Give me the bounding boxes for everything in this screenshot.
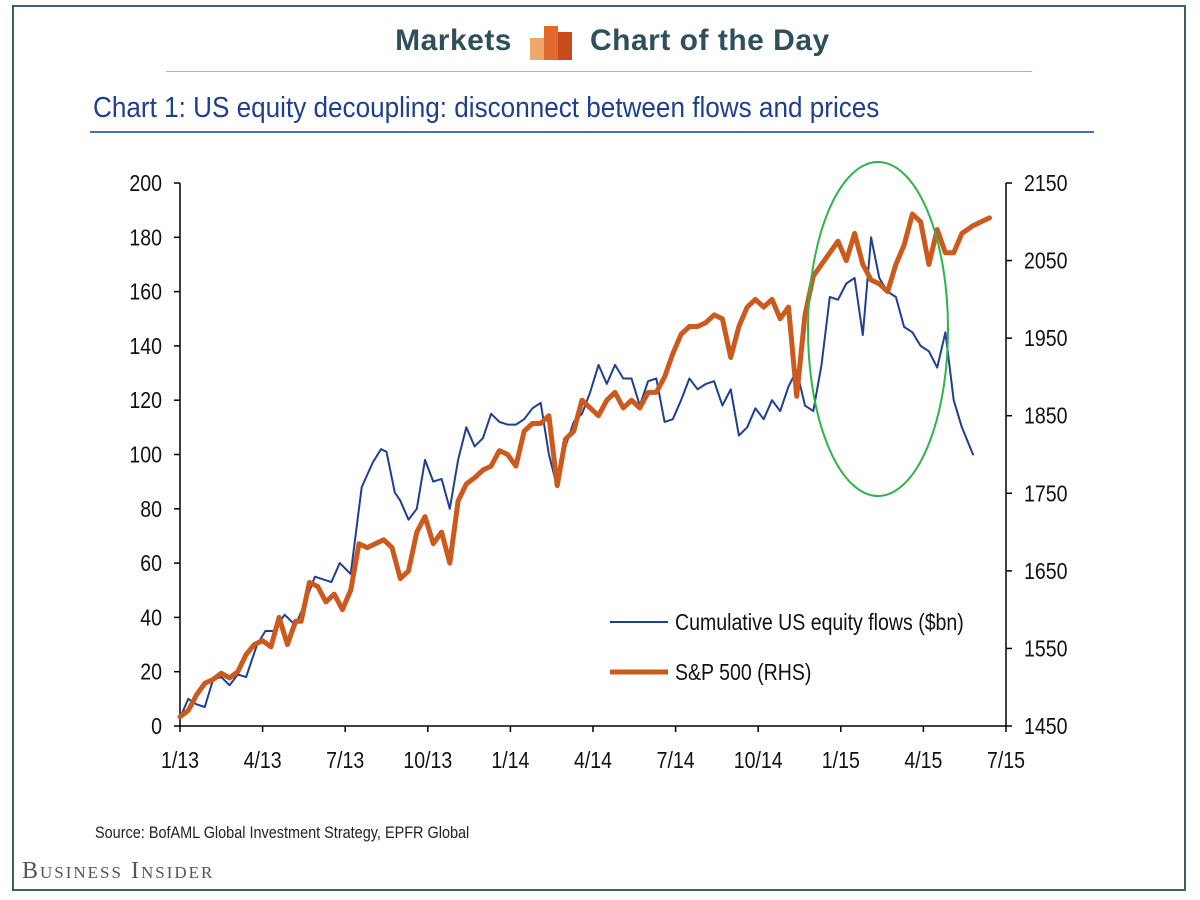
y-left-tick-label: 140 [129,333,162,359]
header-bar: Markets Chart of the Day [0,20,1200,70]
y-left-tick-label: 20 [140,659,162,685]
chart-frame [12,5,1186,891]
legend-label-sp500: S&P 500 (RHS) [675,660,811,686]
x-tick-label: 4/14 [574,748,612,774]
x-tick-label: 4/15 [904,748,942,774]
brand-logo: Business Insider [22,858,215,884]
y-right-tick-label: 1550 [1024,636,1068,662]
y-right-tick-label: 1850 [1024,403,1068,429]
y-left-tick-label: 200 [129,171,162,197]
x-tick-label: 10/13 [403,748,452,774]
source-note: Source: BofAML Global Investment Strateg… [95,823,470,842]
x-tick-label: 4/13 [244,748,282,774]
y-right-tick-label: 2150 [1024,171,1068,197]
y-right-tick-label: 1950 [1024,326,1068,352]
x-tick-label: 1/15 [822,748,860,774]
x-tick-label: 1/13 [161,748,199,774]
equity-flows-line [179,236,974,719]
x-tick-label: 10/14 [734,748,783,774]
header-divider [166,71,1032,72]
x-tick-label: 7/15 [987,748,1025,774]
logo-bar-1 [530,38,544,60]
legend-label-flows: Cumulative US equity flows ($bn) [675,610,964,636]
chart-of-the-day-logo-icon [530,26,572,60]
y-right-tick-label: 1750 [1024,481,1068,507]
logo-bar-2 [544,26,558,60]
chart-title: Chart 1: US equity decoupling: disconnec… [93,92,880,124]
y-right-tick-label: 1450 [1024,714,1068,740]
y-left-tick-label: 160 [129,279,162,305]
y-right-tick-label: 1650 [1024,558,1068,584]
y-left-tick-label: 100 [129,442,162,468]
x-tick-label: 7/14 [657,748,695,774]
y-right-tick-label: 2050 [1024,248,1068,274]
logo-bar-3 [558,32,572,60]
sp500-line [177,211,992,720]
y-left-tick-label: 180 [129,225,162,251]
y-left-tick-label: 0 [151,714,162,740]
title-underline [90,131,1094,133]
y-left-tick-label: 80 [140,496,162,522]
x-tick-label: 7/13 [326,748,364,774]
markets-label[interactable]: Markets [395,24,512,57]
y-left-tick-label: 60 [140,551,162,577]
x-tick-label: 1/14 [491,748,529,774]
highlight-ellipse [807,161,949,497]
chart-of-the-day-label: Chart of the Day [590,24,830,57]
y-left-tick-label: 40 [140,605,162,631]
y-left-tick-label: 120 [129,388,162,414]
